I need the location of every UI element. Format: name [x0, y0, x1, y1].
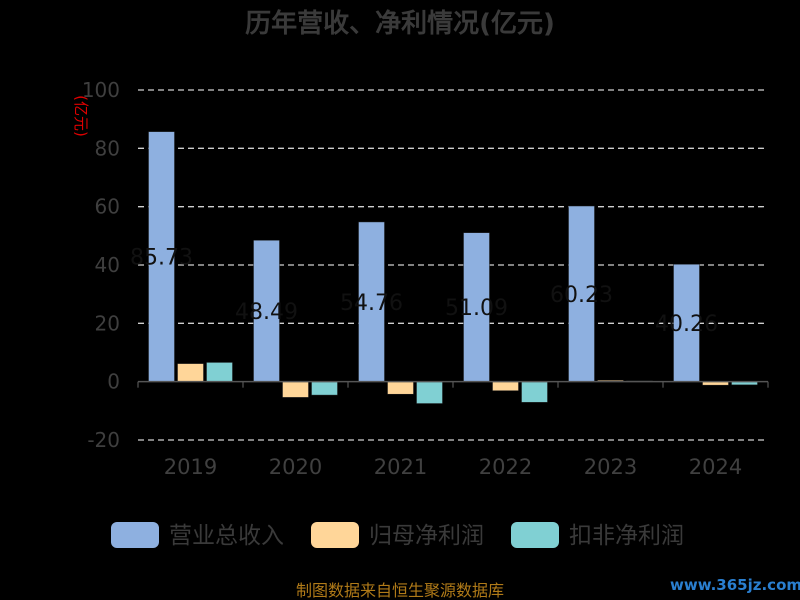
y-axis-unit-label: (亿元) [72, 95, 90, 137]
legend-label: 归母净利润 [369, 523, 484, 549]
data-label: 48.49 [235, 300, 298, 325]
data-label: 60.23 [550, 283, 613, 308]
bar-revenue [463, 232, 490, 382]
x-axis [137, 380, 769, 388]
bar-net-profit [282, 381, 309, 398]
y-tick-label: 80 [95, 136, 120, 160]
source-note: 制图数据来自恒生聚源数据库 [296, 581, 504, 600]
bar-revenue [673, 263, 700, 382]
legend-label: 扣非净利润 [569, 523, 684, 549]
x-tick-label: 2024 [689, 455, 742, 479]
y-axis-ticks: 100 80 60 40 20 0 -20 [82, 78, 120, 452]
y-tick-label: 60 [95, 195, 120, 219]
bar-deducted-profit [311, 381, 338, 396]
watermark-text: www.365jz.com [670, 576, 800, 594]
x-tick-label: 2021 [374, 455, 427, 479]
y-tick-label: 20 [95, 311, 120, 335]
x-axis-ticks: 2019 2020 2021 2022 2023 2024 [164, 455, 742, 479]
data-label: 51.09 [445, 296, 508, 321]
x-tick-label: 2022 [479, 455, 532, 479]
legend-swatch [111, 522, 159, 548]
legend: 营业总收入 归母净利润 扣非净利润 [111, 522, 684, 549]
y-tick-label: 0 [107, 370, 120, 394]
grid-lines [138, 89, 768, 441]
y-tick-label: -20 [87, 428, 120, 452]
bar-net-profit [492, 381, 519, 391]
x-tick-label: 2023 [584, 455, 637, 479]
bar-revenue [253, 239, 280, 382]
legend-label: 营业总收入 [169, 523, 284, 549]
y-tick-label: 40 [95, 253, 120, 277]
bar-revenue [148, 131, 175, 382]
chart-title: 历年营收、净利情况(亿元) [245, 8, 555, 39]
y-tick-label: 100 [82, 78, 120, 102]
bar-deducted-profit [521, 381, 548, 403]
data-label: 40.26 [655, 312, 718, 337]
bar-deducted-profit [416, 381, 443, 404]
bar-deducted-profit [206, 362, 233, 382]
bar-net-profit [387, 381, 414, 395]
x-tick-label: 2020 [269, 455, 322, 479]
data-label: 85.73 [130, 246, 193, 271]
bars [148, 131, 758, 404]
bar-revenue [358, 221, 385, 382]
bar-revenue [568, 205, 595, 382]
legend-swatch [511, 522, 559, 548]
data-label: 54.76 [340, 291, 403, 316]
legend-swatch [311, 522, 359, 548]
x-tick-label: 2019 [164, 455, 217, 479]
data-labels: 85.73 48.49 54.76 51.09 60.23 40.26 [130, 246, 718, 337]
bar-net-profit [177, 363, 204, 382]
